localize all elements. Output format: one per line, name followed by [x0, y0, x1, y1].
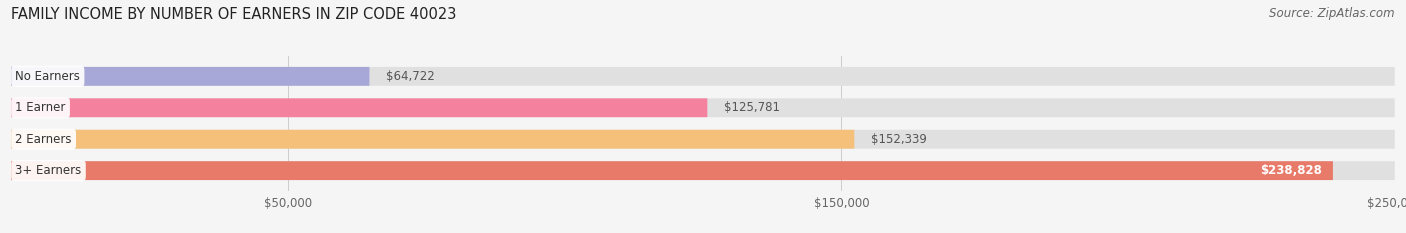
Text: No Earners: No Earners	[15, 70, 80, 83]
Text: $238,828: $238,828	[1260, 164, 1322, 177]
Text: FAMILY INCOME BY NUMBER OF EARNERS IN ZIP CODE 40023: FAMILY INCOME BY NUMBER OF EARNERS IN ZI…	[11, 7, 457, 22]
FancyBboxPatch shape	[11, 67, 370, 86]
Text: $64,722: $64,722	[387, 70, 434, 83]
Text: $125,781: $125,781	[724, 101, 780, 114]
Text: 3+ Earners: 3+ Earners	[15, 164, 82, 177]
Text: Source: ZipAtlas.com: Source: ZipAtlas.com	[1270, 7, 1395, 20]
Text: 2 Earners: 2 Earners	[15, 133, 72, 146]
FancyBboxPatch shape	[11, 98, 1395, 117]
FancyBboxPatch shape	[11, 130, 855, 149]
FancyBboxPatch shape	[11, 98, 707, 117]
FancyBboxPatch shape	[11, 67, 1395, 86]
Text: 1 Earner: 1 Earner	[15, 101, 66, 114]
FancyBboxPatch shape	[11, 161, 1333, 180]
Text: $152,339: $152,339	[870, 133, 927, 146]
FancyBboxPatch shape	[11, 161, 1395, 180]
FancyBboxPatch shape	[11, 130, 1395, 149]
